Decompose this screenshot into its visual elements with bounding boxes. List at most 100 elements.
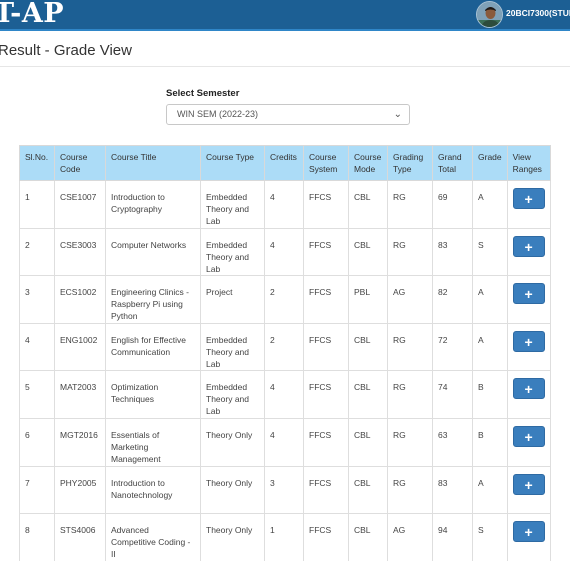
view-ranges-button[interactable]: + [512,521,545,543]
cell-course-code: CSE1007 [54,180,106,229]
view-ranges-button[interactable]: + [512,378,545,400]
cell-credits: 4 [264,370,304,419]
cell-grading-type: AG [387,513,433,561]
cell-view-ranges: + [506,227,551,277]
cell-slno: 5 [19,370,55,419]
cell-view-ranges: + [506,275,551,324]
cell-course-system: FFCS [303,513,349,561]
cell-course-code: CSE3003 [54,227,106,277]
table-row: 1 CSE1007 Introduction to Cryptography E… [19,180,551,229]
cell-view-ranges: + [506,322,551,372]
cell-credits: 1 [264,513,304,561]
cell-grand-total: 63 [432,417,473,467]
view-ranges-button[interactable]: + [512,235,545,257]
cell-course-system: FFCS [303,227,349,277]
cell-course-code: PHY2005 [54,465,106,515]
cell-course-mode: CBL [348,322,388,372]
cell-grade: A [472,322,508,372]
cell-course-mode: CBL [348,227,388,277]
cell-course-title: Essentials of Marketing Management [105,417,201,467]
cell-grade: B [472,370,508,419]
cell-view-ranges: + [506,417,551,467]
cell-slno: 6 [19,417,55,467]
view-ranges-button[interactable]: + [512,188,545,209]
cell-course-code: ENG1002 [54,322,106,372]
cell-course-type: Embedded Theory and Lab [200,370,265,419]
cell-course-title: Advanced Competitive Coding - II [105,513,201,561]
table-row: 8 STS4006 Advanced Competitive Coding - … [19,513,551,561]
semester-select[interactable]: WIN SEM (2022-23) ⌄ [166,104,410,125]
cell-course-mode: CBL [348,417,388,467]
cell-grand-total: 72 [432,322,473,372]
cell-grade: A [472,465,508,515]
semester-label: Select Semester [166,88,240,99]
cell-credits: 4 [264,180,304,229]
grade-table: Sl.No. Course Code Course Title Course T… [19,145,551,561]
cell-slno: 8 [19,513,55,561]
table-row: 4 ENG1002 English for Effective Communic… [19,322,551,372]
cell-grade: S [472,513,508,561]
cell-course-mode: PBL [348,275,388,324]
cell-slno: 2 [19,227,55,277]
cell-course-title: Optimization Techniques [105,370,201,419]
user-id-label[interactable]: 20BCI7300(STUDE [506,8,570,18]
cell-course-title: English for Effective Communication [105,322,201,372]
cell-grading-type: RG [387,370,433,419]
table-row: 2 CSE3003 Computer Networks Embedded The… [19,227,551,277]
col-header-course-mode: Course Mode [348,145,388,181]
cell-view-ranges: + [506,513,551,561]
student-photo-icon [477,2,502,27]
view-ranges-button[interactable]: + [512,283,545,305]
col-header-course-system: Course System [303,145,349,181]
user-avatar[interactable] [476,1,503,28]
cell-slno: 3 [19,275,55,324]
cell-grand-total: 82 [432,275,473,324]
top-navbar: T-AP 20BCI7300(STUDE [0,0,570,31]
cell-grand-total: 83 [432,227,473,277]
cell-course-mode: CBL [348,180,388,229]
cell-grand-total: 94 [432,513,473,561]
cell-course-mode: CBL [348,370,388,419]
cell-grade: A [472,275,508,324]
cell-grand-total: 74 [432,370,473,419]
col-header-slno: Sl.No. [19,145,55,181]
col-header-course-type: Course Type [200,145,265,181]
cell-grade: B [472,417,508,467]
view-ranges-button[interactable]: + [512,330,545,352]
cell-course-code: STS4006 [54,513,106,561]
cell-grading-type: RG [387,227,433,277]
cell-course-system: FFCS [303,370,349,419]
cell-course-title: Introduction to Cryptography [105,180,201,229]
cell-grade: A [472,180,508,229]
cell-course-type: Embedded Theory and Lab [200,227,265,277]
title-divider [0,66,570,67]
cell-grading-type: RG [387,417,433,467]
col-header-credits: Credits [264,145,304,181]
view-ranges-button[interactable]: + [512,473,545,495]
cell-credits: 3 [264,465,304,515]
table-row: 7 PHY2005 Introduction to Nanotechnology… [19,465,551,515]
view-ranges-button[interactable]: + [512,425,545,447]
brand-logo[interactable]: T-AP [0,0,65,29]
cell-slno: 7 [19,465,55,515]
col-header-course-title: Course Title [105,145,201,181]
cell-grand-total: 83 [432,465,473,515]
table-header-row: Sl.No. Course Code Course Title Course T… [19,145,551,181]
table-row: 5 MAT2003 Optimization Techniques Embedd… [19,370,551,419]
cell-grand-total: 69 [432,180,473,229]
cell-course-title: Computer Networks [105,227,201,277]
cell-course-type: Theory Only [200,465,265,515]
cell-course-type: Embedded Theory and Lab [200,322,265,372]
col-header-view-ranges: View Ranges [506,145,551,181]
chevron-down-icon: ⌄ [393,109,402,120]
cell-view-ranges: + [506,465,551,515]
cell-view-ranges: + [506,370,551,419]
cell-course-system: FFCS [303,180,349,229]
cell-course-mode: CBL [348,465,388,515]
cell-course-type: Theory Only [200,513,265,561]
cell-course-code: ECS1002 [54,275,106,324]
col-header-grade: Grade [472,145,508,181]
cell-course-system: FFCS [303,275,349,324]
cell-credits: 4 [264,227,304,277]
col-header-course-code: Course Code [54,145,106,181]
